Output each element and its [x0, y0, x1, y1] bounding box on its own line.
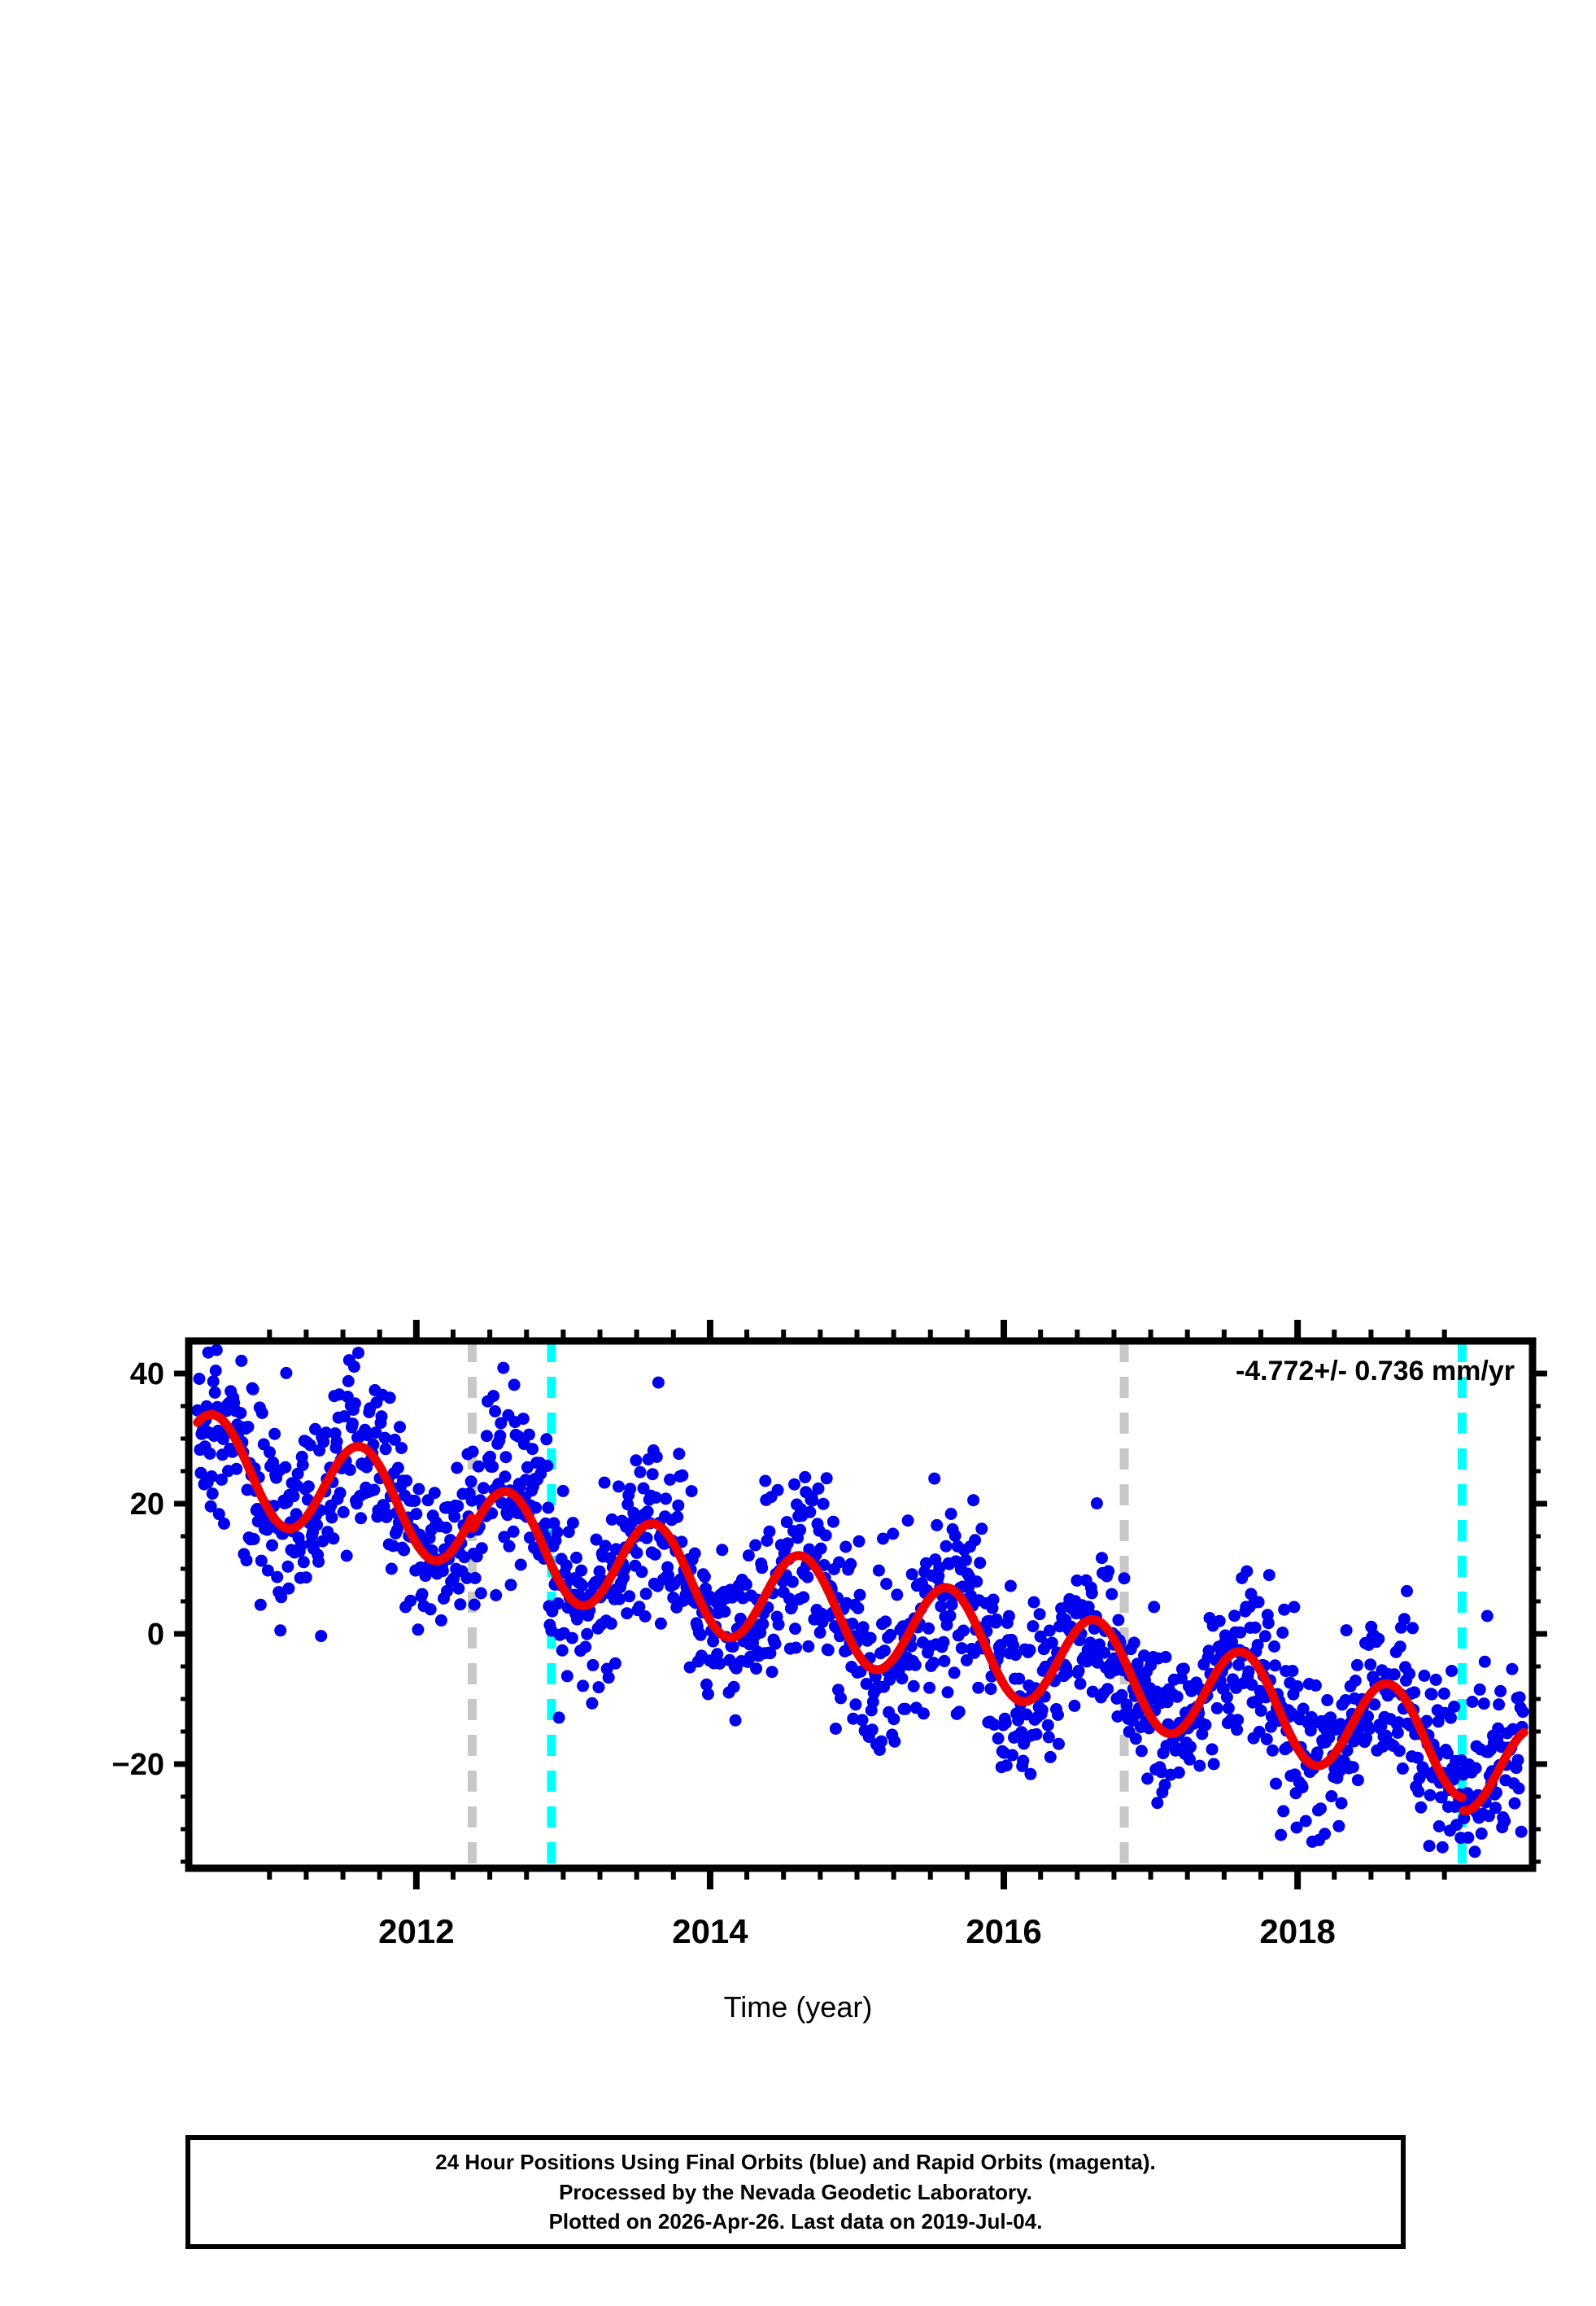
- rate-annotation: 21.096+/- 0.177 mm/yr: [1229, 583, 1515, 614]
- svg-text:0: 0: [147, 999, 164, 1033]
- svg-text:40: 40: [130, 1357, 164, 1391]
- svg-text:−60: −60: [112, 1194, 164, 1229]
- x-tick-label: 2014: [672, 1912, 748, 1950]
- y-axis-ticks: 80 40 0 −40 −80: [112, 107, 1547, 599]
- y-axis-ticks: 60 30 0 −30 −60: [112, 769, 1547, 1262]
- x-tick-label: 2016: [966, 1320, 1041, 1358]
- svg-text:20: 20: [130, 1487, 164, 1522]
- svg-text:0: 0: [147, 337, 164, 371]
- footer-line-1: 24 Hour Positions Using Final Orbits (bl…: [435, 2149, 1156, 2174]
- model-fit-line: [193, 110, 1528, 596]
- svg-text:−40: −40: [112, 445, 164, 479]
- svg-text:30: 30: [130, 902, 164, 936]
- scatter-points: [191, 1343, 1529, 1858]
- x-tick-label: 2018: [1259, 667, 1335, 705]
- x-tick-label: 2018: [1259, 1912, 1335, 1950]
- footer-line-2: Processed by the Nevada Geodetic Laborat…: [559, 2179, 1032, 2204]
- scatter-points: [191, 749, 1528, 1269]
- plot-frame: [185, 92, 1537, 627]
- footer-caption-box: 24 Hour Positions Using Final Orbits (bl…: [185, 2135, 1406, 2249]
- plot-frame: [185, 1337, 1537, 1872]
- plot-frame: [185, 745, 1537, 1280]
- x-tick-label: 2016: [966, 1912, 1041, 1950]
- model-fit-line: [193, 1409, 1528, 1815]
- x-axis-title: Time (year): [723, 1990, 873, 2024]
- footer-line-3: Plotted on 2026-Apr-26. Last data on 201…: [548, 2209, 1043, 2234]
- rate-annotation: 17.425+/- 0.219 mm/yr: [1229, 1235, 1515, 1266]
- svg-text:−80: −80: [112, 553, 164, 587]
- x-tick-label: 2014: [672, 667, 748, 705]
- rate-annotation: -4.772+/- 0.736 mm/yr: [1236, 1356, 1515, 1387]
- y-axis-ticks: 40 20 0 −20: [112, 1357, 1547, 1864]
- x-axis-ticks: 2012 2014 2016 2018: [267, 75, 1447, 705]
- x-tick-label: 2012: [378, 1912, 454, 1950]
- page-title: PTO1 - IGS20 - Cleaned: [586, 35, 1010, 77]
- svg-text:60: 60: [130, 804, 164, 838]
- x-tick-label: 2018: [1259, 1320, 1335, 1358]
- x-tick-label: 2016: [966, 667, 1041, 705]
- svg-text:0: 0: [147, 1618, 164, 1652]
- svg-text:−30: −30: [112, 1097, 164, 1131]
- x-axis-ticks: 2012 2014 2016 2018: [267, 1320, 1447, 1950]
- x-tick-label: 2014: [672, 1320, 748, 1358]
- scatter-points: [191, 98, 1528, 597]
- svg-text:40: 40: [130, 229, 164, 263]
- x-axis-ticks: 2012 2014 2016 2018: [267, 727, 1447, 1358]
- x-tick-label: 2012: [378, 1320, 454, 1358]
- model-fit-line: [193, 764, 1528, 1255]
- svg-text:−20: −20: [112, 1748, 164, 1782]
- svg-text:80: 80: [130, 120, 164, 155]
- x-tick-label: 2012: [378, 667, 454, 705]
